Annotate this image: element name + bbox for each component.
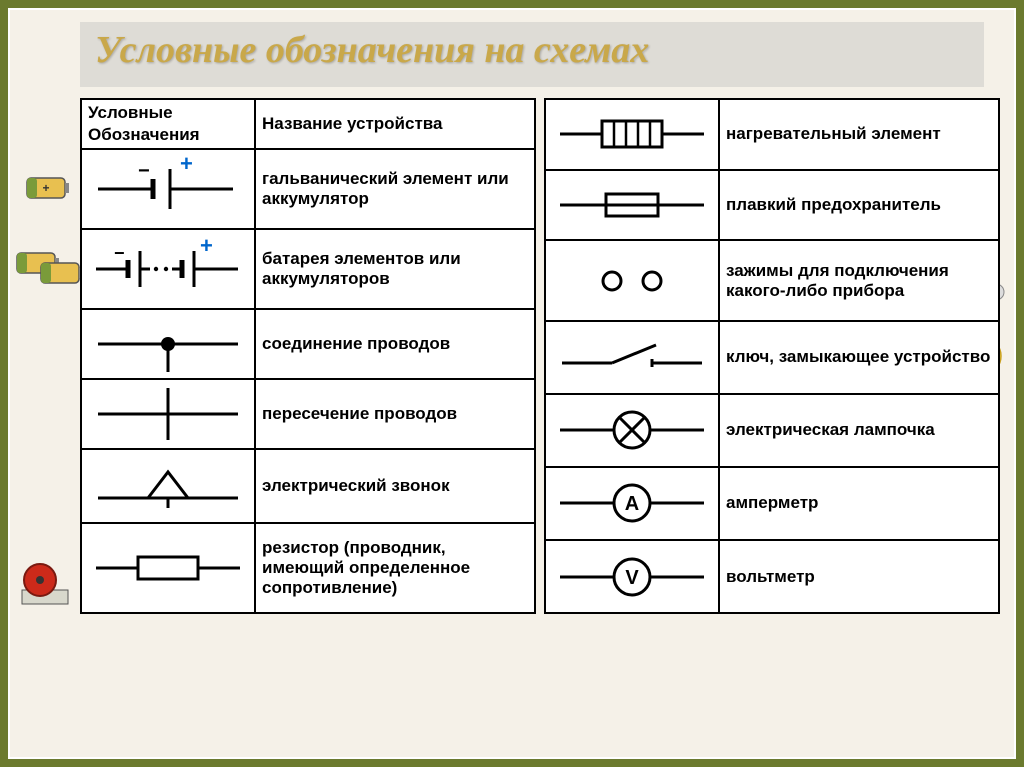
symbol-ammeter: A [545,467,719,540]
table-row: плавкий предохранитель [545,170,999,241]
symbol-terminals [545,240,719,320]
symbol-crossing [81,379,255,449]
svg-text:A: A [625,493,639,515]
label-cell: плавкий предохранитель [719,170,999,241]
svg-text:−: − [138,160,150,182]
tables-container: УсловныеОбозначения Название устройства … [80,98,1000,614]
svg-text:+: + [180,157,193,176]
symbol-junction [81,309,255,379]
battery-clipart-icon: + [24,175,70,201]
svg-text:+: + [200,237,213,258]
symbol-cell: − + [81,149,255,229]
symbol-switch [545,321,719,394]
header-label: Название устройства [255,99,535,149]
table-row: нагревательный элемент [545,99,999,170]
label-cell: ключ, замыкающее устройство [719,321,999,394]
label-cell: соединение проводов [255,309,535,379]
bell-clipart-icon [16,560,74,608]
table-row: соединение проводов [81,309,535,379]
symbol-lamp [545,394,719,467]
symbol-fuse [545,170,719,241]
label-cell: вольтметр [719,540,999,613]
left-table: УсловныеОбозначения Название устройства … [80,98,536,614]
table-row: A амперметр [545,467,999,540]
table-row: пересечение проводов [81,379,535,449]
label-cell: нагревательный элемент [719,99,999,170]
table-row: резистор (проводник, имеющий определенно… [81,523,535,613]
svg-text:+: + [42,181,49,195]
label-cell: зажимы для подключения какого-либо прибо… [719,240,999,320]
symbol-bell [81,449,255,523]
table-row: − +гальванический элемент или аккумулято… [81,149,535,229]
table-row: зажимы для подключения какого-либо прибо… [545,240,999,320]
label-cell: электрический звонок [255,449,535,523]
table-row: электрическая лампочка [545,394,999,467]
svg-text:−: − [114,243,125,263]
label-cell: гальванический элемент или аккумулятор [255,149,535,229]
symbol-voltmeter: V [545,540,719,613]
table-row: электрический звонок [81,449,535,523]
symbol-resistor [81,523,255,613]
label-cell: батарея элементов или аккумуляторов [255,229,535,309]
right-table: нагревательный элемент плавкий предохран… [544,98,1000,614]
page-title: Условные обозначения на схемах [95,28,649,72]
table-header-row: УсловныеОбозначения Название устройства [81,99,535,149]
header-symbol: УсловныеОбозначения [81,99,255,149]
table-row: ключ, замыкающее устройство [545,321,999,394]
table-row: V вольтметр [545,540,999,613]
label-cell: амперметр [719,467,999,540]
symbol-battery: − + [81,229,255,309]
symbol-heater [545,99,719,170]
label-cell: пересечение проводов [255,379,535,449]
label-cell: электрическая лампочка [719,394,999,467]
table-row: − +батарея элементов или аккумуляторов [81,229,535,309]
label-cell: резистор (проводник, имеющий определенно… [255,523,535,613]
svg-text:V: V [625,567,639,589]
battery-clipart-icon [38,260,84,286]
